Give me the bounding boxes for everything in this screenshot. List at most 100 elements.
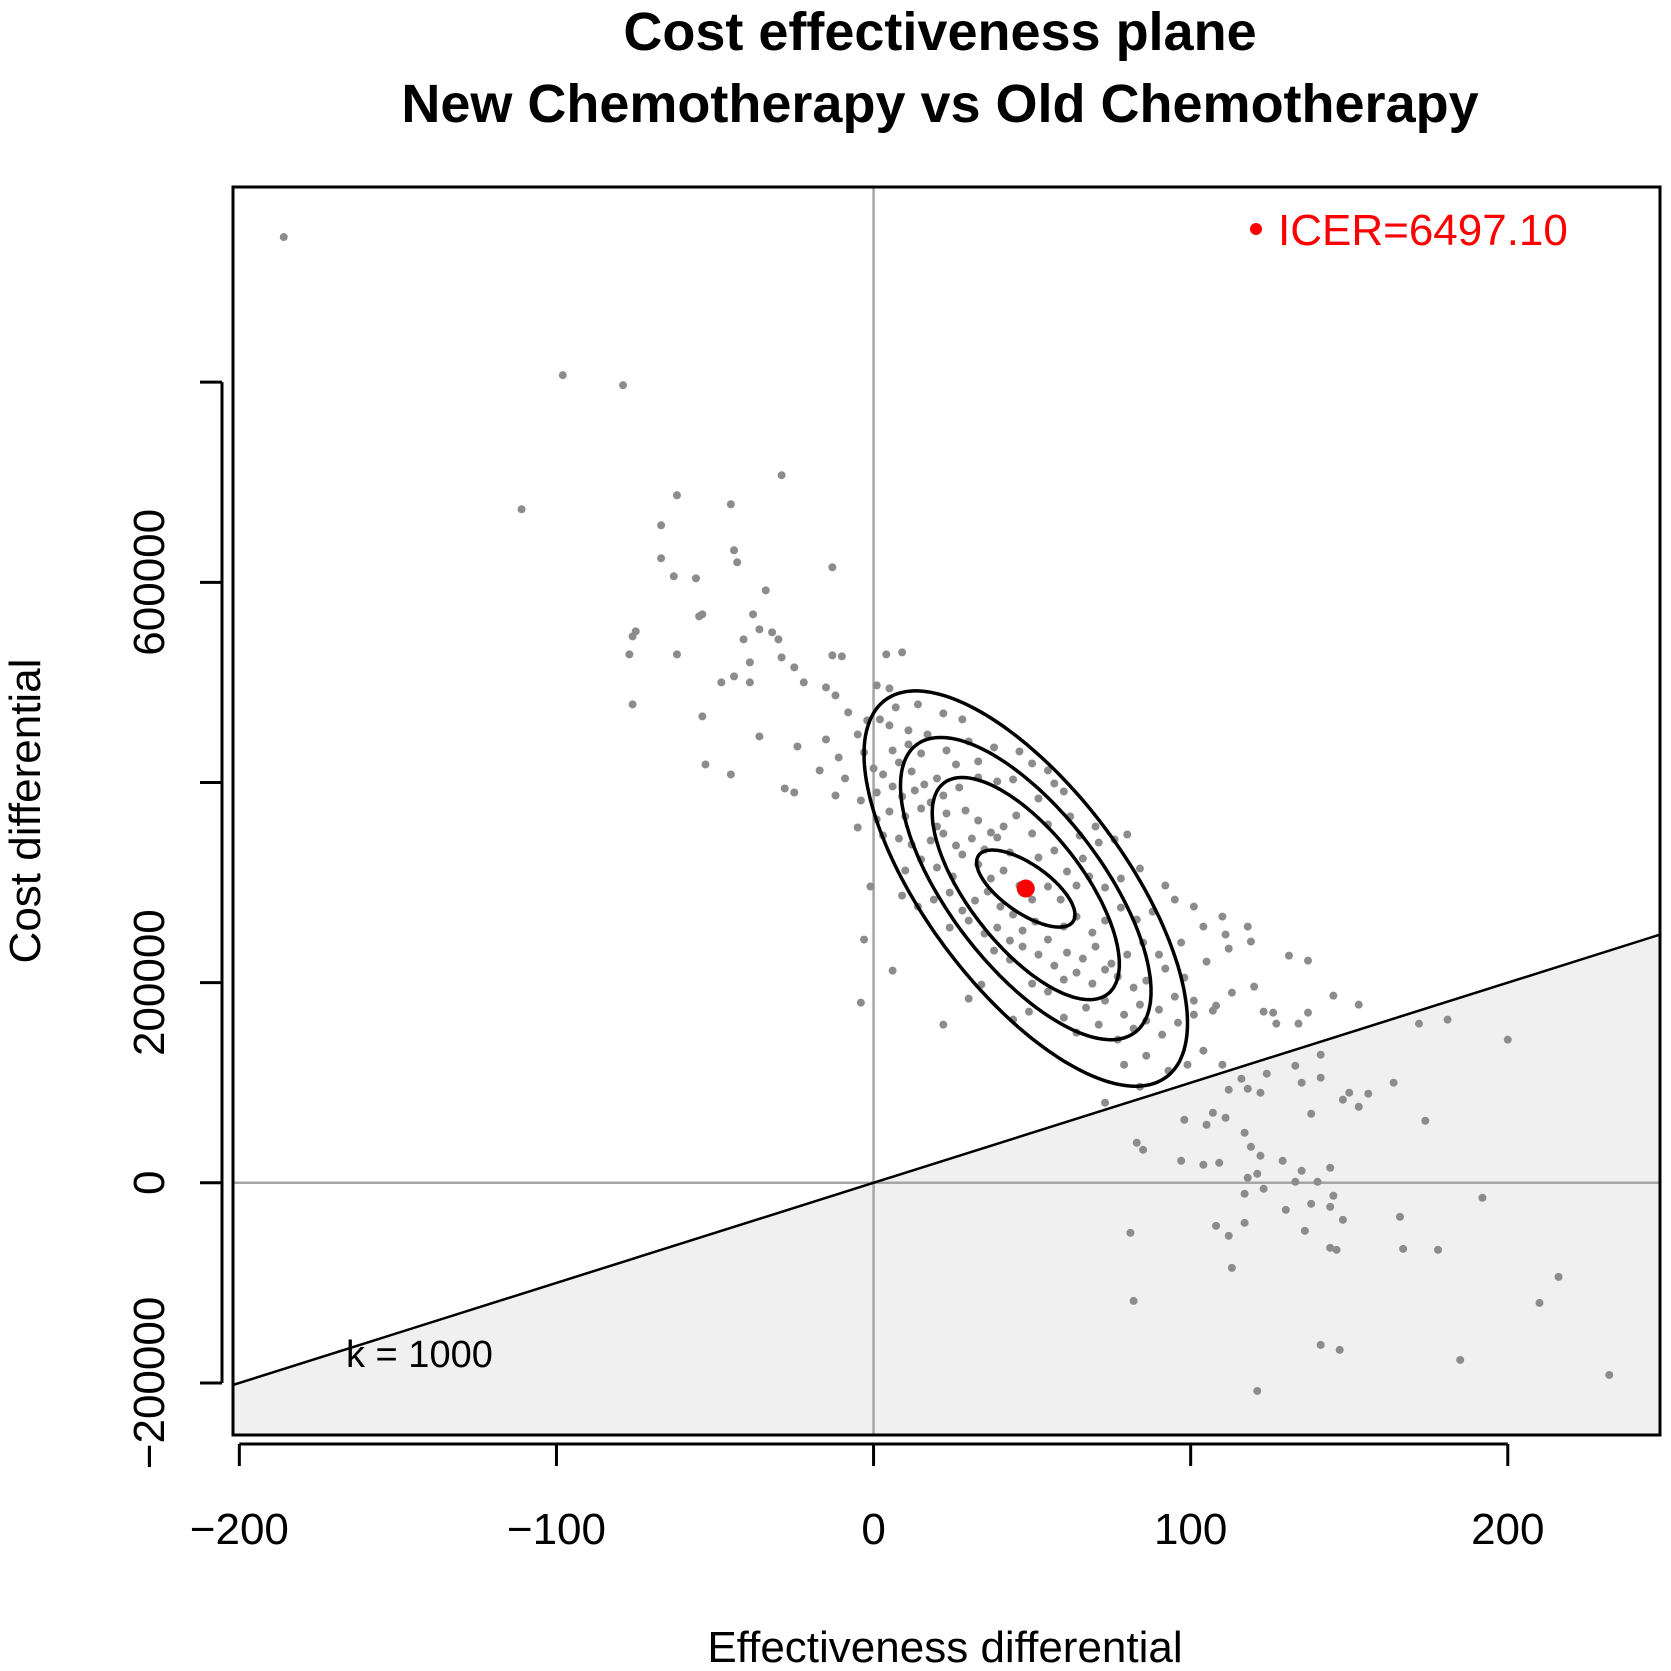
data-point: [1240, 1128, 1249, 1137]
data-point: [913, 700, 922, 709]
data-point: [834, 753, 843, 762]
data-point: [1028, 979, 1037, 988]
data-point: [1177, 938, 1186, 947]
data-point: [1297, 1166, 1306, 1175]
data-point: [1034, 794, 1043, 803]
data-point: [1329, 991, 1338, 1000]
data-point: [1154, 1005, 1163, 1014]
data-point: [793, 742, 802, 751]
data-point: [828, 651, 837, 660]
data-point: [964, 916, 973, 925]
data-point: [1101, 965, 1110, 974]
data-point: [619, 381, 628, 390]
data-point: [1072, 968, 1081, 977]
data-point: [1101, 1098, 1110, 1107]
y-tick-label: 600000: [125, 509, 174, 656]
data-point: [898, 648, 907, 657]
data-point: [993, 923, 1002, 932]
x-tick-label: 200: [1471, 1505, 1544, 1554]
data-point: [1208, 1006, 1217, 1015]
data-point: [777, 471, 786, 480]
data-point: [942, 746, 951, 755]
data-point: [672, 491, 681, 500]
data-point: [1272, 1019, 1281, 1028]
data-point: [1034, 853, 1043, 862]
data-point: [1101, 916, 1110, 925]
data-point: [967, 834, 976, 843]
y-tick-label: 0: [125, 1171, 174, 1195]
data-point: [837, 652, 846, 661]
data-point: [929, 895, 938, 904]
icer-point: [1016, 879, 1035, 898]
data-point: [1034, 950, 1043, 959]
data-point: [1421, 1116, 1430, 1125]
data-point: [1218, 912, 1227, 921]
data-point: [1059, 975, 1068, 984]
data-point: [1028, 829, 1037, 838]
data-point: [885, 684, 894, 693]
data-point: [1259, 1184, 1268, 1193]
data-point: [1345, 1088, 1354, 1097]
data-point: [971, 896, 980, 905]
data-point: [1478, 1193, 1487, 1202]
data-point: [1227, 1263, 1236, 1272]
data-point: [1135, 1000, 1144, 1009]
data-point: [974, 757, 983, 766]
data-point: [1189, 902, 1198, 911]
data-point: [939, 1020, 948, 1029]
data-point: [1059, 787, 1068, 796]
plot-frame: [231, 185, 1662, 1437]
data-point: [1269, 1008, 1278, 1017]
data-point: [828, 563, 837, 572]
data-point: [1005, 936, 1014, 945]
data-point: [1116, 903, 1125, 912]
data-point: [974, 816, 983, 825]
data-point: [1180, 1115, 1189, 1124]
data-point: [872, 681, 881, 690]
data-point: [910, 786, 919, 795]
data-point: [894, 758, 903, 767]
contour-line: [974, 848, 1077, 929]
data-point: [999, 822, 1008, 831]
data-point: [1018, 926, 1027, 935]
data-point: [907, 767, 916, 776]
y-tick-label: 200000: [125, 909, 174, 1056]
data-point: [891, 703, 900, 712]
data-point: [1224, 1085, 1233, 1094]
data-point: [986, 828, 995, 837]
data-point: [1116, 874, 1125, 883]
data-point: [1091, 822, 1100, 831]
data-point: [1009, 775, 1018, 784]
contour-line: [930, 775, 1122, 1002]
data-point: [866, 882, 875, 891]
data-point: [1326, 1202, 1335, 1211]
data-point: [1202, 957, 1211, 966]
data-point: [872, 788, 881, 797]
data-point: [1078, 954, 1087, 963]
data-point: [1043, 882, 1052, 891]
data-point: [1250, 982, 1259, 991]
data-point: [1297, 1078, 1306, 1087]
data-point: [1399, 1244, 1408, 1253]
data-point: [1221, 1113, 1230, 1122]
data-point: [1078, 854, 1087, 863]
data-point: [926, 836, 935, 845]
data-point: [1212, 1221, 1221, 1230]
data-point: [939, 829, 948, 838]
data-point: [1240, 1189, 1249, 1198]
data-point: [1291, 1061, 1300, 1070]
data-point: [1009, 910, 1018, 919]
data-point: [1129, 983, 1138, 992]
data-point: [993, 833, 1002, 842]
data-point: [1028, 895, 1037, 904]
data-point: [1056, 895, 1065, 904]
data-point: [1199, 1046, 1208, 1055]
data-point: [952, 760, 961, 769]
data-point: [1199, 1160, 1208, 1169]
data-point: [856, 998, 865, 1007]
data-point: [1043, 987, 1052, 996]
data-point: [1332, 1245, 1341, 1254]
data-point: [961, 806, 970, 815]
data-point: [904, 740, 913, 749]
